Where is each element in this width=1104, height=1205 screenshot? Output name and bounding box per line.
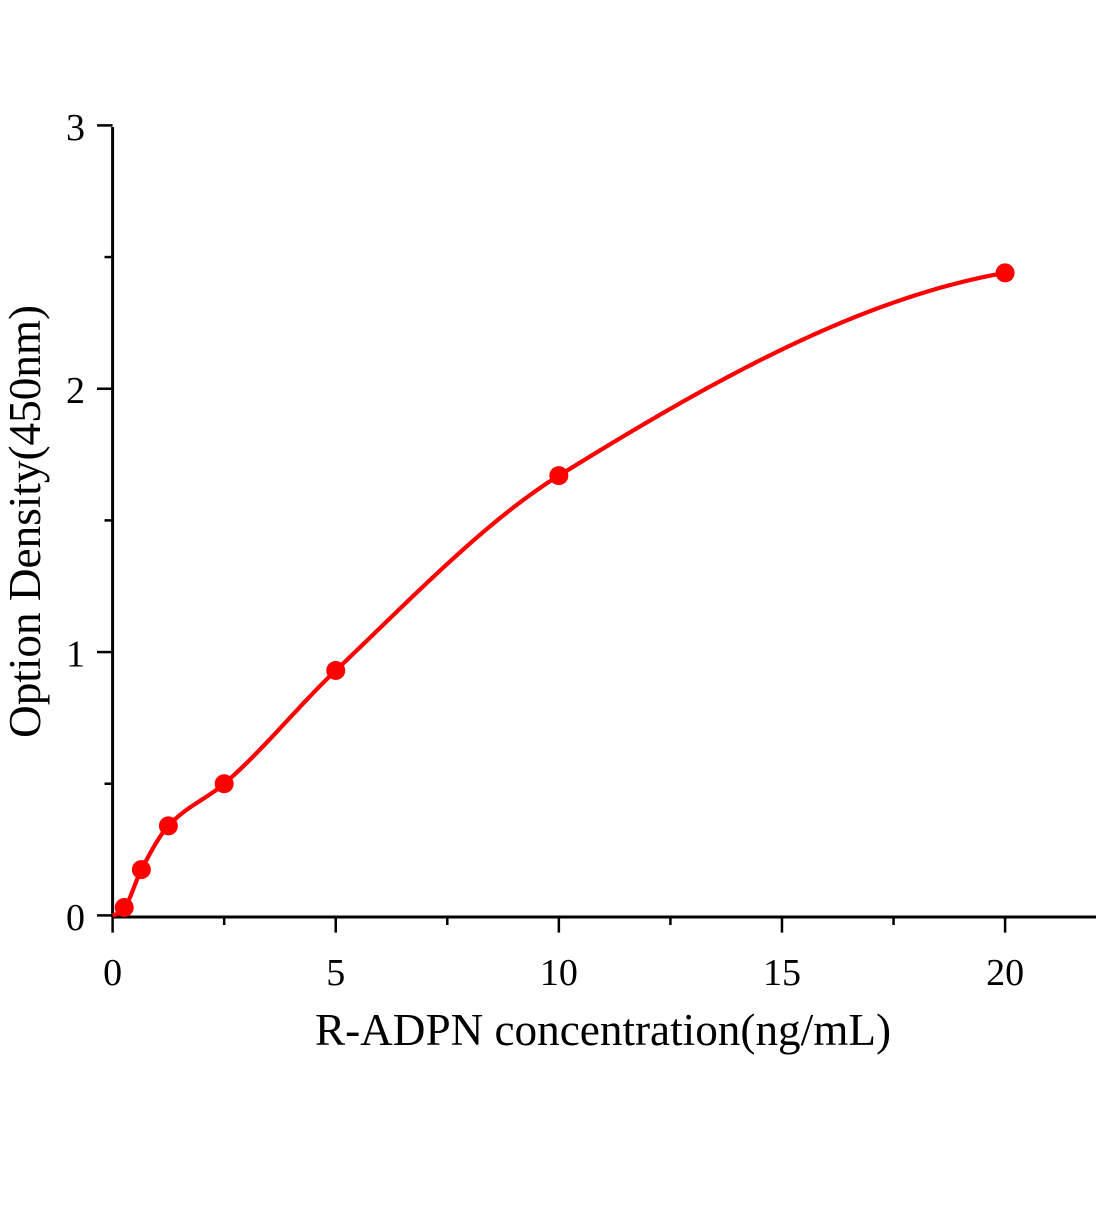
svg-text:3: 3 — [66, 107, 85, 149]
svg-text:0: 0 — [103, 952, 122, 994]
svg-text:20: 20 — [986, 952, 1024, 994]
svg-text:R-ADPN concentration(ng/mL): R-ADPN concentration(ng/mL) — [315, 1005, 891, 1055]
svg-text:0: 0 — [66, 897, 85, 939]
svg-text:2: 2 — [66, 370, 85, 412]
svg-text:10: 10 — [540, 952, 578, 994]
svg-text:1: 1 — [66, 634, 85, 676]
svg-text:15: 15 — [763, 952, 801, 994]
svg-text:Option Density(450nm): Option Density(450nm) — [0, 305, 50, 738]
svg-text:5: 5 — [326, 952, 345, 994]
